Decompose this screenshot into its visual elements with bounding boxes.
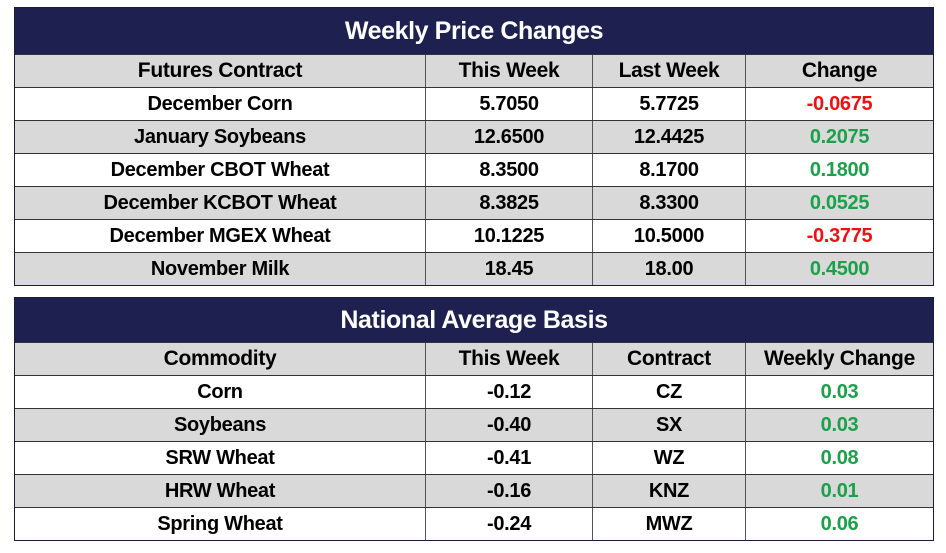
cell-value: 5.7725 [592,88,745,120]
change-value: 0.4500 [745,253,933,285]
national-average-basis-table: National Average Basis Commodity This We… [14,297,934,541]
column-header: Commodity [163,347,277,370]
table-row: HRW Wheat -0.16 KNZ 0.01 [15,474,933,507]
change-value: 0.08 [745,442,933,474]
row-label: December KCBOT Wheat [103,191,337,214]
cell-value: -0.40 [425,409,592,441]
table-row: SRW Wheat -0.41 WZ 0.08 [15,441,933,474]
row-label: SRW Wheat [165,446,275,469]
column-header: Weekly Change [745,343,933,375]
cell-value: 5.7050 [425,88,592,120]
cell-value: 8.3300 [592,187,745,219]
table-row: January Soybeans 12.6500 12.4425 0.2075 [15,120,933,153]
table-row: Soybeans -0.40 SX 0.03 [15,408,933,441]
header-row: Commodity This Week Contract Weekly Chan… [15,342,933,375]
cell-value: CZ [592,376,745,408]
change-value: 0.2075 [745,121,933,153]
table-row: Spring Wheat -0.24 MWZ 0.06 [15,507,933,540]
table-row: December KCBOT Wheat 8.3825 8.3300 0.0525 [15,186,933,219]
row-label: December MGEX Wheat [109,224,331,247]
table-row: December MGEX Wheat 10.1225 10.5000 -0.3775 [15,219,933,252]
row-label: Spring Wheat [157,512,283,535]
table-row: November Milk 18.45 18.00 0.4500 [15,252,933,285]
row-label: January Soybeans [134,125,306,148]
cell-value: SX [592,409,745,441]
column-header: This Week [425,55,592,87]
table-row: December Corn 5.7050 5.7725 -0.0675 [15,87,933,120]
change-value: 0.03 [745,376,933,408]
change-value: -0.3775 [745,220,933,252]
table-row: Corn -0.12 CZ 0.03 [15,375,933,408]
cell-value: MWZ [592,508,745,540]
cell-value: 8.1700 [592,154,745,186]
header-row: Futures Contract This Week Last Week Cha… [15,54,933,87]
column-header: This Week [425,343,592,375]
cell-value: 8.3825 [425,187,592,219]
cell-value: 18.45 [425,253,592,285]
change-value: 0.06 [745,508,933,540]
cell-value: -0.16 [425,475,592,507]
row-label: Corn [197,380,243,403]
column-header: Contract [592,343,745,375]
cell-value: WZ [592,442,745,474]
cell-value: KNZ [592,475,745,507]
weekly-price-changes-table: Weekly Price Changes Futures Contract Th… [14,7,934,286]
row-label: December CBOT Wheat [110,158,330,181]
cell-value: 12.4425 [592,121,745,153]
cell-value: -0.24 [425,508,592,540]
change-value: 0.1800 [745,154,933,186]
cell-value: -0.12 [425,376,592,408]
row-label: November Milk [150,257,290,280]
row-label: December Corn [147,92,293,115]
change-value: -0.0675 [745,88,933,120]
change-value: 0.01 [745,475,933,507]
cell-value: 8.3500 [425,154,592,186]
cell-value: 10.5000 [592,220,745,252]
cell-value: -0.41 [425,442,592,474]
cell-value: 18.00 [592,253,745,285]
table-title: National Average Basis [15,298,933,342]
change-value: 0.03 [745,409,933,441]
cell-value: 12.6500 [425,121,592,153]
change-value: 0.0525 [745,187,933,219]
table-title: Weekly Price Changes [15,8,933,54]
column-header: Change [745,55,933,87]
column-header: Futures Contract [137,59,303,82]
table-row: December CBOT Wheat 8.3500 8.1700 0.1800 [15,153,933,186]
column-header: Last Week [592,55,745,87]
row-label: HRW Wheat [164,479,276,502]
cell-value: 10.1225 [425,220,592,252]
row-label: Soybeans [173,413,267,436]
